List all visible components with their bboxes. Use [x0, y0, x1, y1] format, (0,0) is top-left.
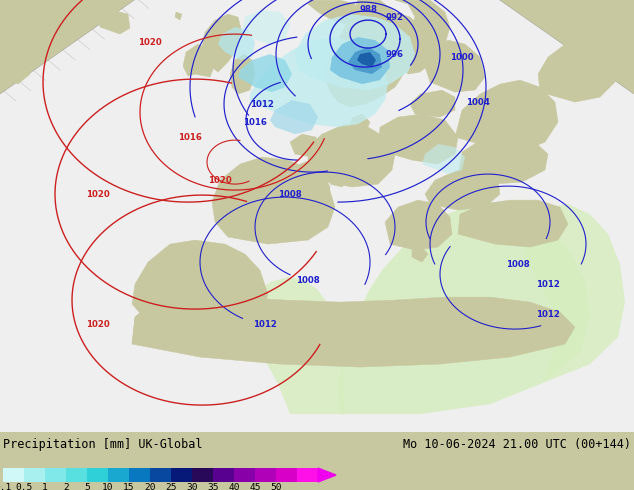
Text: 0.1: 0.1 [0, 483, 11, 490]
Polygon shape [212, 157, 335, 244]
Text: 40: 40 [228, 483, 240, 490]
Polygon shape [348, 47, 382, 74]
Polygon shape [458, 200, 568, 247]
Bar [255, 468, 276, 482]
Text: 1016: 1016 [178, 133, 202, 142]
Text: 5: 5 [84, 483, 90, 490]
Text: 35: 35 [207, 483, 219, 490]
Text: 1: 1 [42, 483, 48, 490]
Polygon shape [338, 204, 590, 414]
Text: 1004: 1004 [466, 98, 490, 107]
Polygon shape [202, 14, 242, 72]
Polygon shape [520, 204, 625, 382]
Text: 10: 10 [102, 483, 113, 490]
Bar [129, 468, 150, 482]
Bar [276, 468, 297, 482]
Text: 992: 992 [386, 13, 404, 22]
Text: 1008: 1008 [506, 260, 530, 269]
Text: 1020: 1020 [86, 190, 110, 198]
Polygon shape [325, 0, 420, 107]
Polygon shape [0, 0, 45, 47]
Polygon shape [248, 277, 345, 414]
Text: 996: 996 [386, 49, 404, 59]
Text: 1008: 1008 [296, 275, 320, 285]
Text: Mo 10-06-2024 21.00 UTC (00+144): Mo 10-06-2024 21.00 UTC (00+144) [403, 438, 631, 451]
Bar [171, 468, 192, 482]
Polygon shape [270, 100, 318, 134]
Polygon shape [425, 40, 485, 92]
Polygon shape [132, 240, 268, 332]
Polygon shape [132, 294, 575, 367]
Text: 1008: 1008 [278, 190, 302, 198]
Bar [66, 468, 87, 482]
Text: 1012: 1012 [536, 280, 560, 289]
Polygon shape [98, 10, 130, 34]
Text: 1012: 1012 [253, 319, 277, 329]
Polygon shape [132, 300, 160, 344]
Polygon shape [318, 468, 336, 482]
Bar [150, 468, 171, 482]
Bar [87, 468, 108, 482]
Text: 1000: 1000 [450, 52, 474, 62]
Bar [297, 468, 318, 482]
Text: 1016: 1016 [243, 118, 267, 126]
Bar [234, 468, 255, 482]
Text: 50: 50 [270, 483, 281, 490]
Polygon shape [395, 0, 450, 74]
Polygon shape [183, 44, 215, 77]
Polygon shape [290, 134, 320, 157]
Polygon shape [357, 52, 376, 67]
Polygon shape [412, 247, 428, 262]
Polygon shape [455, 80, 558, 152]
Polygon shape [242, 10, 290, 44]
Polygon shape [0, 12, 20, 30]
Text: 1020: 1020 [138, 38, 162, 47]
Polygon shape [348, 114, 370, 137]
Bar [3, 468, 24, 482]
Text: 1020: 1020 [86, 319, 110, 329]
Polygon shape [385, 200, 452, 250]
Text: 1020: 1020 [208, 175, 232, 185]
Polygon shape [295, 14, 415, 90]
Polygon shape [308, 0, 355, 24]
Bar [192, 468, 213, 482]
Polygon shape [330, 170, 348, 187]
Bar [24, 468, 45, 482]
Polygon shape [290, 160, 330, 217]
Text: 0.5: 0.5 [15, 483, 32, 490]
Text: 30: 30 [186, 483, 198, 490]
Polygon shape [250, 37, 388, 127]
Text: 25: 25 [165, 483, 177, 490]
Text: Precipitation [mm] UK-Global: Precipitation [mm] UK-Global [3, 438, 202, 451]
Bar [213, 468, 234, 482]
Text: 45: 45 [249, 483, 261, 490]
Text: 1012: 1012 [250, 99, 274, 109]
Polygon shape [410, 90, 455, 117]
Polygon shape [230, 54, 255, 94]
Text: 15: 15 [123, 483, 135, 490]
Polygon shape [0, 54, 30, 84]
Polygon shape [330, 37, 390, 84]
Polygon shape [175, 12, 182, 20]
Polygon shape [538, 37, 618, 102]
Bar [108, 468, 129, 482]
Text: 988: 988 [359, 4, 377, 14]
Text: 20: 20 [145, 483, 156, 490]
Polygon shape [422, 144, 465, 174]
Polygon shape [218, 27, 255, 60]
Polygon shape [308, 124, 395, 187]
Polygon shape [458, 134, 548, 184]
Text: 1012: 1012 [536, 310, 560, 318]
Text: 2: 2 [63, 483, 69, 490]
Bar [45, 468, 66, 482]
Polygon shape [425, 170, 500, 210]
Polygon shape [238, 54, 292, 92]
Polygon shape [378, 114, 458, 164]
